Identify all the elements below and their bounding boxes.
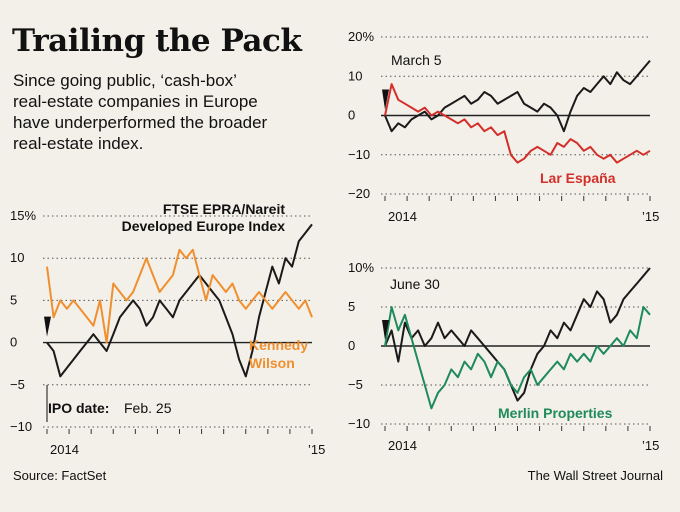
index-line (384, 59, 651, 133)
y-tick-label: −5 (10, 377, 25, 392)
x-tick-label: ’15 (308, 442, 325, 457)
company-line (384, 306, 651, 410)
x-tick-label: 2014 (50, 442, 79, 457)
merlin-properties-chart: 10% 5 0 −5 −10 2014 ’15 June 30 Merlin Propertie… (348, 260, 659, 453)
x-tick-label: 2014 (388, 209, 417, 224)
y-tick-label: 15% (10, 208, 36, 223)
index-label: FTSE EPRA/Nareit (163, 201, 285, 217)
series-label: Lar España (540, 170, 616, 186)
kennedy-wilson-chart: 15% 10 5 0 −5 −10 2014 ’15 FTSE EPRA/NareitDevel… (10, 201, 325, 457)
start-date-label: June 30 (390, 276, 440, 292)
company-line (384, 83, 651, 164)
x-tick-label: ’15 (642, 438, 659, 453)
ipo-date-value: Feb. 25 (124, 400, 172, 416)
x-tick-label: ’15 (642, 209, 659, 224)
y-tick-label: 10 (348, 68, 362, 83)
series-label: Merlin Properties (498, 405, 613, 421)
start-date-label: March 5 (391, 52, 442, 68)
start-date-marker (44, 316, 51, 337)
index-label: Developed Europe Index (122, 218, 286, 234)
subtitle-line: real-estate index. (13, 134, 144, 153)
company-line (46, 248, 313, 344)
x-tick-label: 2014 (388, 438, 417, 453)
series-label: Wilson (249, 355, 295, 371)
publisher-credit: The Wall Street Journal (527, 468, 663, 483)
index-line (46, 223, 313, 378)
y-tick-label: −20 (348, 186, 370, 201)
subtitle-line: have underperformed the broader (13, 113, 268, 132)
subtitle-line: Since going public, ‘cash-box’ (13, 71, 237, 90)
page-title: Trailing the Pack (12, 23, 302, 59)
y-tick-label: 10 (10, 250, 24, 265)
index-line (384, 267, 651, 402)
y-tick-label: 0 (10, 335, 17, 350)
y-tick-label: 20% (348, 29, 374, 44)
source-note: Source: FactSet (13, 468, 107, 483)
series-label: Kennedy (249, 337, 308, 353)
y-tick-label: 5 (10, 292, 17, 307)
lar-espana-chart: 20% 10 0 −10 −20 2014 ’15 March 5 Lar España (348, 29, 659, 224)
subtitle-line: real-estate companies in Europe (13, 92, 258, 111)
start-date-marker (382, 89, 389, 110)
y-tick-label: −10 (10, 419, 32, 434)
y-tick-label: −5 (348, 377, 363, 392)
y-tick-label: −10 (348, 416, 370, 431)
y-tick-label: 0 (348, 338, 355, 353)
y-tick-label: 10% (348, 260, 374, 275)
y-tick-label: 5 (348, 299, 355, 314)
y-tick-label: 0 (348, 108, 355, 123)
ipo-date-label: IPO date: (48, 400, 109, 416)
y-tick-label: −10 (348, 147, 370, 162)
start-date-marker (382, 320, 389, 340)
